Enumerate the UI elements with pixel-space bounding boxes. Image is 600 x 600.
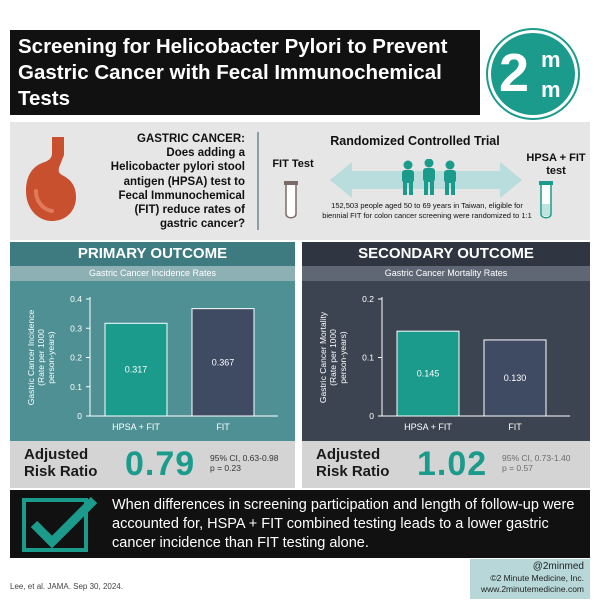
brand-logo: 2 m m	[488, 30, 578, 118]
bar-value-label: 0.130	[504, 373, 527, 383]
conclusion-text: When differences in screening participat…	[112, 497, 575, 551]
credits-box: @2minmed ©2 Minute Medicine, Inc. www.2m…	[470, 559, 590, 599]
question-heading: GASTRIC CANCER:	[137, 133, 245, 145]
test-tube-icon	[539, 181, 553, 219]
bar-1	[191, 308, 255, 417]
bar-value-label: 0.367	[212, 357, 235, 367]
risk-ratio-label-line2: Risk Ratio	[24, 463, 98, 480]
test-tube-icon	[284, 181, 298, 219]
x-category-label: FIT	[508, 422, 522, 432]
logo-digit: 2	[499, 43, 530, 103]
y-axis-label-line: (Rate per 1000	[328, 329, 338, 386]
ci-text: 95% CI, 0.73-1.40	[502, 453, 571, 463]
question-body: Does adding a Helicobacter pylori stool …	[110, 147, 245, 231]
primary-outcome-subheading: Gastric Cancer Incidence Rates	[10, 266, 295, 281]
hpsa-arm-label: HPSA + FIT test	[526, 152, 586, 177]
y-tick-label: 0.1	[70, 382, 82, 392]
logo-letter-bottom: m	[541, 77, 561, 102]
primary-chart-area: Gastric Cancer Incidence(Rate per 1000pe…	[10, 281, 295, 441]
secondary-risk-ratio-box: Adjusted Risk Ratio 1.02 95% CI, 0.73-1.…	[302, 441, 590, 488]
y-tick-label: 0.2	[362, 294, 374, 304]
intro-divider	[257, 132, 259, 230]
risk-ratio-label: Adjusted Risk Ratio	[316, 446, 389, 480]
primary-risk-ratio-box: Adjusted Risk Ratio 0.79 95% CI, 0.63-0.…	[10, 441, 295, 488]
title-bar	[10, 30, 480, 115]
risk-ratio-value: 1.02	[417, 445, 488, 483]
page-title: Screening for Helicobacter Pylori to Pre…	[18, 35, 448, 110]
y-axis-label: Gastric Cancer Mortality(Rate per 1000pe…	[318, 311, 348, 403]
primary-outcome-heading: PRIMARY OUTCOME	[10, 242, 295, 266]
p-value: p = 0.23	[210, 463, 241, 473]
header: Screening for Helicobacter Pylori to Pre…	[0, 0, 600, 120]
social-handle: @2minmed	[532, 561, 584, 572]
y-tick-label: 0.2	[70, 353, 82, 363]
x-category-label: FIT	[216, 422, 230, 432]
bar-0	[396, 330, 460, 417]
x-category-label: HPSA + FIT	[404, 422, 452, 432]
y-axis-label: Gastric Cancer Incidence(Rate per 1000pe…	[26, 310, 56, 406]
citation: Lee, et al. JAMA. Sep 30, 2024.	[10, 582, 123, 591]
primary-outcome-panel: PRIMARY OUTCOME Gastric Cancer Incidence…	[10, 242, 295, 488]
y-axis-label-line: person-years)	[338, 331, 348, 384]
incidence-bar-chart: Gastric Cancer Incidence(Rate per 1000pe…	[26, 294, 278, 432]
secondary-outcome-subheading: Gastric Cancer Mortality Rates	[302, 266, 590, 281]
bar-value-label: 0.317	[125, 365, 148, 375]
risk-ratio-label-line1: Adjusted	[316, 446, 381, 463]
copyright: ©2 Minute Medicine, Inc.	[490, 573, 584, 583]
confidence-interval: 95% CI, 0.73-1.40 p = 0.57	[502, 453, 571, 473]
x-category-label: HPSA + FIT	[112, 422, 160, 432]
research-question: GASTRIC CANCER: Does adding a Helicobact…	[95, 132, 245, 231]
confidence-interval: 95% CI, 0.63-0.98 p = 0.23	[210, 453, 279, 473]
bar-0	[104, 322, 168, 417]
bar-value-label: 0.145	[417, 369, 440, 379]
y-tick-label: 0	[77, 411, 82, 421]
fit-arm-label: FIT Test	[272, 158, 314, 170]
risk-ratio-label-line1: Adjusted	[24, 446, 89, 463]
checkmark-icon	[22, 496, 98, 552]
y-tick-label: 0	[369, 411, 374, 421]
risk-ratio-value: 0.79	[125, 445, 196, 483]
trial-design-title: Randomized Controlled Trial	[330, 134, 500, 148]
mortality-bar-chart: Gastric Cancer Mortality(Rate per 1000pe…	[318, 294, 570, 432]
risk-ratio-label-line2: Risk Ratio	[316, 463, 390, 480]
risk-ratio-label: Adjusted Risk Ratio	[24, 446, 97, 480]
y-axis-label-line: (Rate per 1000	[36, 329, 46, 386]
y-axis-label-line: person-years)	[46, 331, 56, 384]
stomach-icon	[26, 137, 76, 221]
logo-letter-top: m	[541, 47, 561, 72]
secondary-outcome-panel: SECONDARY OUTCOME Gastric Cancer Mortali…	[302, 242, 590, 488]
trial-description: 152,503 people aged 50 to 69 years in Ta…	[322, 201, 532, 220]
y-axis-label-line: Gastric Cancer Incidence	[26, 310, 36, 406]
conclusion-banner	[10, 490, 590, 558]
participants-icon	[402, 159, 456, 195]
secondary-chart-area: Gastric Cancer Mortality(Rate per 1000pe…	[302, 281, 590, 441]
p-value: p = 0.57	[502, 463, 533, 473]
y-tick-label: 0.3	[70, 323, 82, 333]
bar-1	[483, 339, 547, 417]
y-tick-label: 0.4	[70, 294, 82, 304]
website: www.2minutemedicine.com	[481, 584, 584, 594]
ci-text: 95% CI, 0.63-0.98	[210, 453, 279, 463]
y-axis-label-line: Gastric Cancer Mortality	[318, 311, 328, 403]
y-tick-label: 0.1	[362, 353, 374, 363]
secondary-outcome-heading: SECONDARY OUTCOME	[302, 242, 590, 266]
